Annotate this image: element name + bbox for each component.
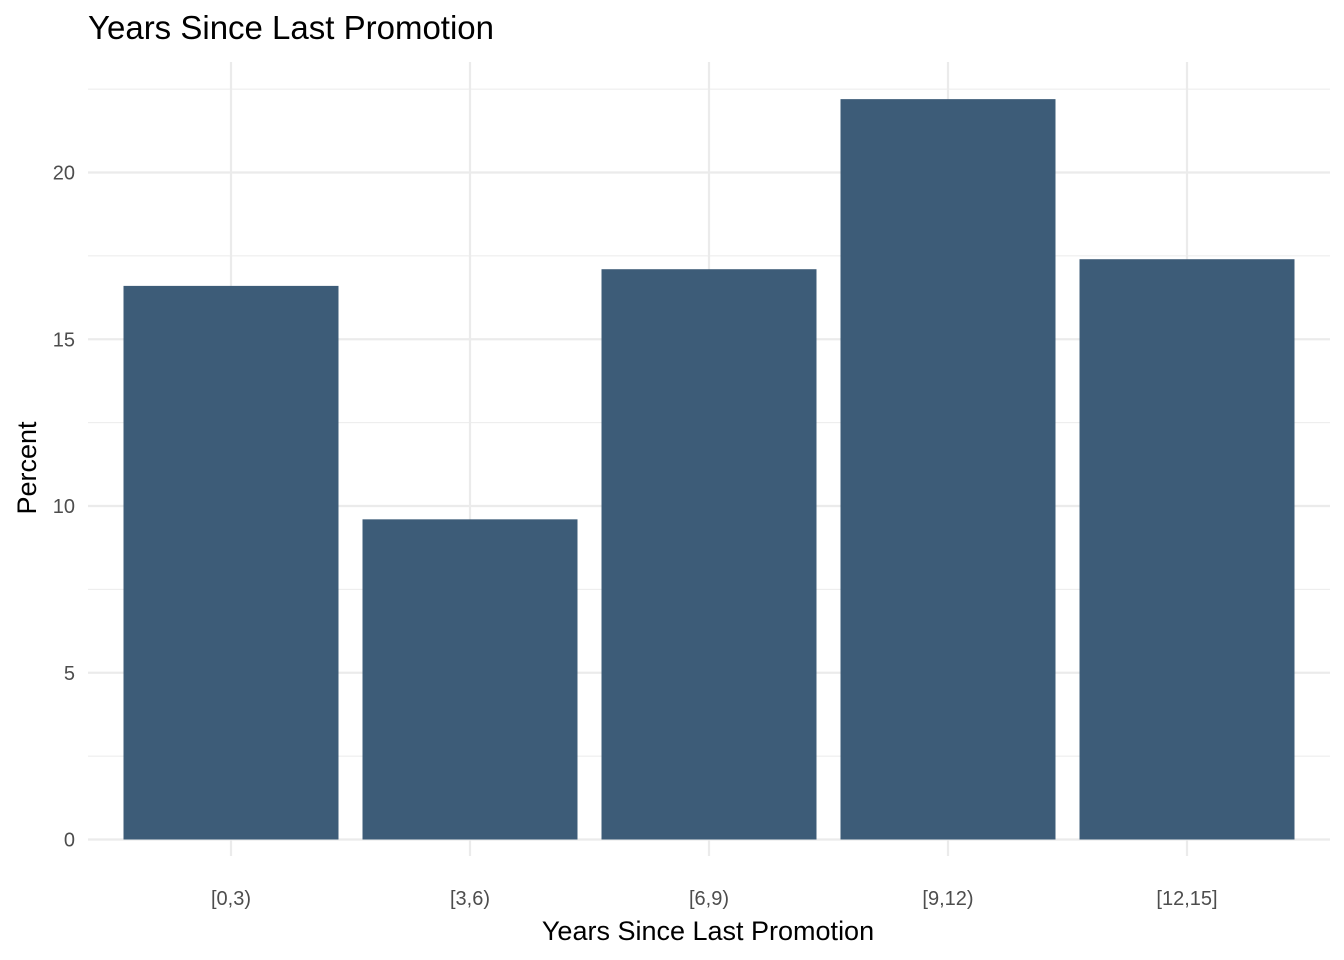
y-tick-label: 0 bbox=[64, 830, 75, 852]
bar-1 bbox=[362, 519, 578, 840]
y-axis-title: Percent bbox=[12, 421, 42, 515]
y-tick-label: 20 bbox=[53, 163, 75, 185]
x-axis-title: Years Since Last Promotion bbox=[542, 916, 874, 946]
bar-2 bbox=[601, 269, 817, 840]
x-tick-label: [3,6) bbox=[450, 888, 490, 910]
bar-4 bbox=[1079, 259, 1295, 840]
y-tick-label: 10 bbox=[53, 496, 75, 518]
y-tick-label: 5 bbox=[64, 663, 75, 685]
x-tick-label: [6,9) bbox=[689, 888, 729, 910]
chart-title: Years Since Last Promotion bbox=[88, 9, 494, 46]
x-tick-label: [12,15] bbox=[1156, 888, 1217, 910]
x-tick-labels: [0,3) [3,6) [6,9) [9,12) [12,15] bbox=[211, 888, 1218, 910]
bar-3 bbox=[840, 99, 1056, 840]
x-tick-label: [9,12) bbox=[922, 888, 973, 910]
bars bbox=[123, 99, 1295, 840]
bar-0 bbox=[123, 285, 339, 840]
x-tick-label: [0,3) bbox=[211, 888, 251, 910]
y-tick-label: 15 bbox=[53, 329, 75, 351]
y-tick-labels: 0 5 10 15 20 bbox=[53, 163, 75, 852]
